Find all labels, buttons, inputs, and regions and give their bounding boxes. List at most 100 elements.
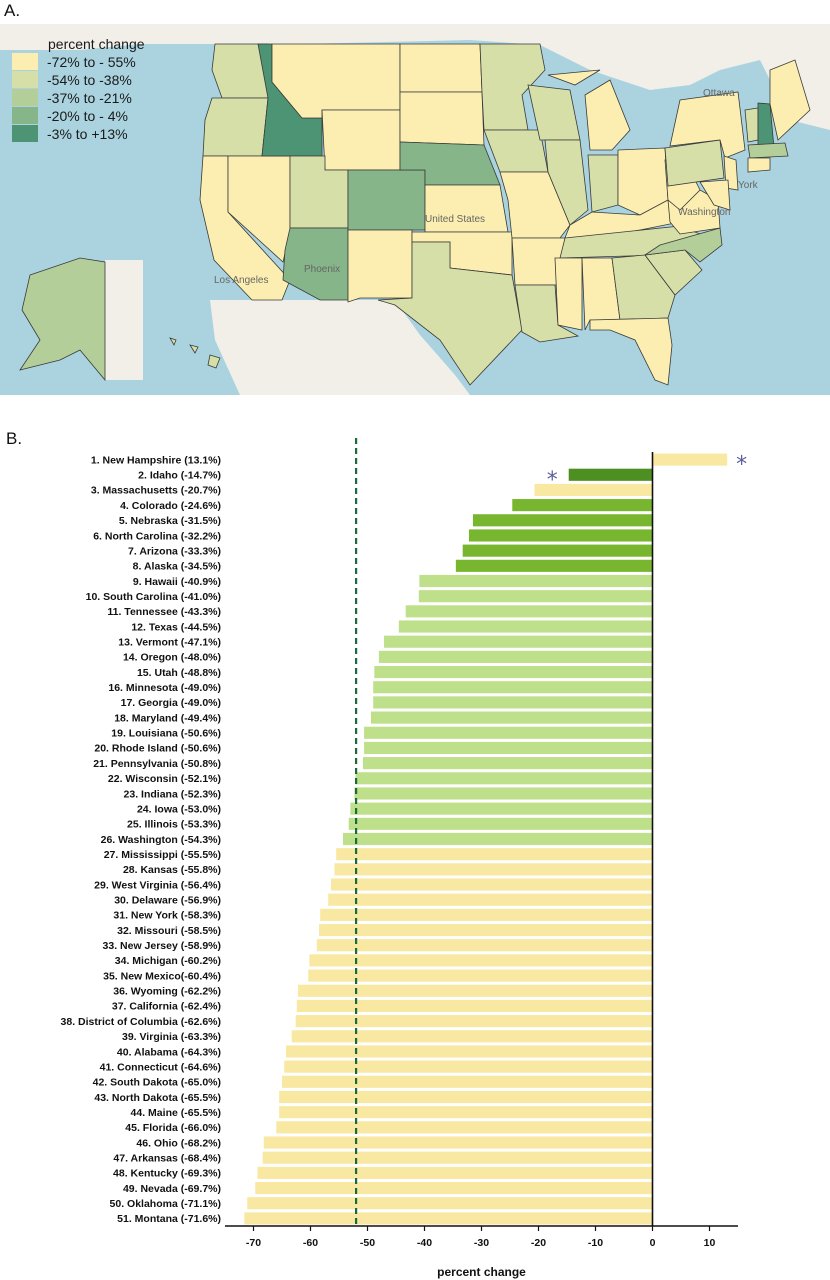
panel-b-label: B. xyxy=(6,429,22,448)
bar xyxy=(568,468,653,481)
bar xyxy=(319,923,653,937)
category-label: 41. Connecticut (-64.6%) xyxy=(100,1061,221,1073)
category-label: 25. Illinois (-53.3%) xyxy=(127,819,221,831)
bar xyxy=(472,514,653,527)
x-tick-label: 10 xyxy=(704,1237,716,1249)
category-label: 44. Maine (-65.5%) xyxy=(131,1107,221,1119)
category-label: 47. Arkansas (-68.4%) xyxy=(113,1153,221,1165)
state-michigan xyxy=(547,69,631,151)
bar xyxy=(374,665,653,679)
bar xyxy=(291,1030,653,1043)
state-louisiana xyxy=(514,284,580,343)
state-delaware-maryland xyxy=(699,179,731,211)
bar xyxy=(348,817,653,830)
category-label: 16. Minnesota (-49.0%) xyxy=(108,682,221,694)
bar xyxy=(308,969,653,982)
legend-title: percent change xyxy=(48,36,145,52)
category-label: 2. Idaho (-14.7%) xyxy=(138,470,221,482)
state-north-dakota xyxy=(399,43,483,93)
category-label: 18. Maryland (-49.4%) xyxy=(114,712,221,724)
bar xyxy=(316,939,653,952)
label-los-angeles: Los Angeles xyxy=(214,275,269,286)
bar xyxy=(284,1060,653,1073)
category-label: 11. Tennessee (-43.3%) xyxy=(107,606,221,618)
legend-swatch-1 xyxy=(12,53,38,70)
x-tick-label: -50 xyxy=(360,1237,375,1249)
bar xyxy=(373,681,653,694)
category-label: 45. Florida (-66.0%) xyxy=(125,1122,221,1134)
state-wyoming xyxy=(321,109,401,171)
state-colorado xyxy=(347,169,426,231)
legend-swatch-3 xyxy=(12,89,38,106)
legend-swatch-2 xyxy=(12,71,38,88)
x-tick-label: -70 xyxy=(246,1237,261,1249)
category-label: 17. Georgia (-49.0%) xyxy=(121,697,221,709)
category-label: 12. Texas (-44.5%) xyxy=(131,621,221,633)
asterisk-marker: * xyxy=(736,453,747,478)
state-alaska xyxy=(19,257,106,382)
bar xyxy=(336,848,653,861)
category-label: 31. New York (-58.3%) xyxy=(113,910,221,922)
category-label: 37. California (-62.4%) xyxy=(112,1001,221,1013)
legend-label-1: -72% to - 55% xyxy=(47,54,136,70)
label-new-york: York xyxy=(738,180,759,191)
bar xyxy=(405,605,653,618)
category-label: 36. Wyoming (-62.2%) xyxy=(113,986,221,998)
bar xyxy=(257,1166,653,1179)
bar xyxy=(276,1121,653,1134)
category-label: 39. Virginia (-63.3%) xyxy=(122,1031,221,1043)
legend-label-3: -37% to -21% xyxy=(47,90,132,106)
state-mississippi xyxy=(554,257,583,331)
category-label: 49. Nevada (-69.7%) xyxy=(123,1183,221,1195)
bar xyxy=(652,453,728,466)
category-label: 10. South Carolina (-41.0%) xyxy=(86,591,221,603)
category-label: 35. New Mexico(-60.4%) xyxy=(103,970,221,982)
category-label: 29. West Virginia (-56.4%) xyxy=(94,879,221,891)
bar xyxy=(350,802,653,815)
category-label: 9. Hawaii (-40.9%) xyxy=(133,576,221,588)
bar xyxy=(331,878,653,891)
category-label: 4. Colorado (-24.6%) xyxy=(120,500,221,512)
state-pennsylvania xyxy=(664,139,725,187)
category-label: 19. Louisiana (-50.6%) xyxy=(111,728,221,740)
bar xyxy=(419,574,653,588)
bar xyxy=(455,559,653,572)
category-label: 13. Vermont (-47.1%) xyxy=(118,637,221,649)
states xyxy=(19,43,811,386)
bar xyxy=(418,590,653,603)
state-oregon xyxy=(202,97,269,157)
label-washington: Washington xyxy=(678,207,730,218)
state-georgia xyxy=(611,254,676,321)
bar xyxy=(282,1075,653,1088)
canada-yukon-land xyxy=(105,260,143,380)
bar xyxy=(334,863,653,876)
bar xyxy=(247,1197,653,1210)
category-label: 20. Rhode Island (-50.6%) xyxy=(94,743,221,755)
state-texas xyxy=(377,241,523,386)
bar xyxy=(297,984,653,997)
label-united-states: United States xyxy=(425,214,485,225)
category-label: 34. Michigan (-60.2%) xyxy=(115,955,221,967)
state-south-dakota xyxy=(399,91,485,146)
bar xyxy=(370,711,653,724)
bar xyxy=(263,1136,653,1149)
category-label: 8. Alaska (-34.5%) xyxy=(133,561,221,573)
bar xyxy=(373,696,653,709)
category-label: 43. North Dakota (-65.5%) xyxy=(94,1092,221,1104)
category-label: 32. Missouri (-58.5%) xyxy=(117,925,221,937)
bar xyxy=(279,1090,653,1104)
asterisk-marker: * xyxy=(547,468,558,493)
category-label: 21. Pennsylvania (-50.8%) xyxy=(93,758,221,770)
x-tick-label: -10 xyxy=(588,1237,603,1249)
bar xyxy=(279,1106,653,1119)
bar xyxy=(384,635,653,648)
canada-land xyxy=(0,24,830,130)
state-minnesota xyxy=(479,43,546,131)
x-axis-title: percent change xyxy=(437,1265,526,1279)
state-massachusetts xyxy=(747,142,789,159)
x-tick-label: -30 xyxy=(474,1237,489,1249)
bar xyxy=(320,908,653,921)
bar xyxy=(462,544,653,557)
category-label: 7. Arizona (-33.3%) xyxy=(128,545,221,557)
